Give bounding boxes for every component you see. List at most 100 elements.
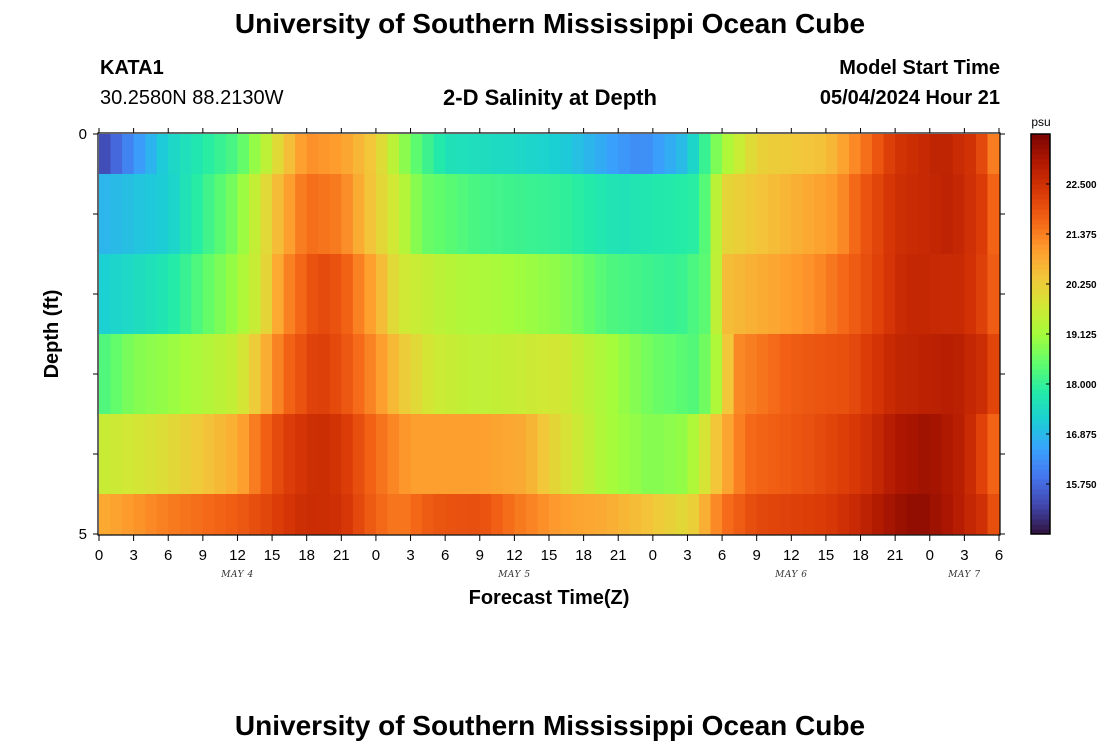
heatmap-cell <box>375 334 389 415</box>
heatmap-cell <box>329 494 342 535</box>
heatmap-cell <box>629 414 642 495</box>
heatmap-cell <box>987 134 1000 175</box>
colorbar-segment <box>1031 439 1050 445</box>
heatmap-cell <box>352 334 365 415</box>
colorbar-segment <box>1031 179 1050 185</box>
colorbar-segment <box>1031 399 1050 405</box>
y-tick-label: 0 <box>79 126 87 143</box>
heatmap-cell <box>975 334 989 415</box>
heatmap-cell <box>560 174 573 255</box>
colorbar-segment <box>1031 149 1050 155</box>
heatmap-cell <box>387 414 400 495</box>
heatmap-cell <box>387 254 400 335</box>
heatmap-cell <box>306 174 319 255</box>
heatmap-cell <box>560 254 573 335</box>
colorbar-segment <box>1031 404 1050 410</box>
colorbar-segment <box>1031 294 1050 300</box>
colorbar-segment <box>1031 494 1050 500</box>
page-title: University of Southern Mississippi Ocean… <box>234 8 866 39</box>
heatmap-cell <box>906 494 919 535</box>
heatmap-cell <box>779 414 792 495</box>
colorbar-segment <box>1031 369 1050 375</box>
heatmap-cell <box>814 334 827 415</box>
heatmap-cell <box>191 254 204 335</box>
colorbar-segment <box>1031 224 1050 230</box>
heatmap-cell <box>479 134 492 175</box>
heatmap-cell <box>514 134 527 175</box>
heatmap-cell <box>410 334 423 415</box>
heatmap-cell <box>802 254 815 335</box>
heatmap-cell <box>606 414 619 495</box>
colorbar-segment <box>1031 489 1050 495</box>
heatmap-cell <box>502 414 515 495</box>
heatmap-cell <box>260 494 273 535</box>
heatmap-cell <box>687 414 700 495</box>
heatmap-cell <box>514 254 527 335</box>
colorbar-segment <box>1031 504 1050 510</box>
heatmap-cell <box>710 414 723 495</box>
x-tick-label: 0 <box>95 547 103 564</box>
heatmap-cell <box>779 174 792 255</box>
heatmap-cell <box>318 334 331 415</box>
heatmap-cell <box>699 494 712 535</box>
heatmap-cell <box>145 134 158 175</box>
x-tick-label: 12 <box>783 547 800 564</box>
heatmap-cell <box>964 334 977 415</box>
heatmap-cell <box>768 174 781 255</box>
heatmap-cell <box>422 334 435 415</box>
heatmap-cell <box>941 494 954 535</box>
heatmap-cell <box>837 174 850 255</box>
heatmap-cell <box>110 174 123 255</box>
heatmap-cell <box>710 174 723 255</box>
heatmap-cell <box>329 414 342 495</box>
x-tick-label: 12 <box>229 547 246 564</box>
heatmap-cell <box>768 254 781 335</box>
heatmap-cell <box>549 254 562 335</box>
heatmap-cell <box>664 494 677 535</box>
heatmap-cell <box>422 414 435 495</box>
heatmap-cell <box>445 134 458 175</box>
x-axis: 0 3 6 9 12 15 18 21 0 3 6 9 12 15 18 21 0 3 6 9 12 15 18 21 0 3 6 <box>95 128 1003 564</box>
footer-title: University of Southern Mississippi Ocean… <box>234 710 866 741</box>
heatmap-cell <box>306 334 319 415</box>
colorbar-segment <box>1031 464 1050 470</box>
heatmap-cell <box>872 254 885 335</box>
colorbar-segment <box>1031 174 1050 180</box>
heatmap-cell <box>756 334 769 415</box>
colorbar-segment <box>1031 219 1050 225</box>
colorbar: 22.500 21.375 20.250 19.125 18.000 16.875 15.7… <box>1030 133 1097 535</box>
heatmap-cell <box>860 174 873 255</box>
colorbar-segment <box>1031 419 1050 425</box>
x-tick-label: 18 <box>575 547 592 564</box>
colorbar-segment <box>1031 529 1050 535</box>
heatmap-cell <box>445 174 458 255</box>
x-tick-label: 0 <box>372 547 380 564</box>
heatmap-cell <box>941 334 954 415</box>
heatmap-cell <box>99 334 112 415</box>
heatmap-cell <box>225 254 239 335</box>
heatmap-cell <box>122 494 135 535</box>
heatmap-cell <box>675 494 689 535</box>
heatmap-cell <box>987 494 1000 535</box>
x-tick-label: 9 <box>199 547 207 564</box>
heatmap-cell <box>618 494 631 535</box>
heatmap-cell <box>237 134 250 175</box>
heatmap-cell <box>756 174 769 255</box>
heatmap-cell <box>225 494 239 535</box>
heatmap-cell <box>929 414 942 495</box>
heatmap-cell <box>364 494 377 535</box>
colorbar-tick-label: 22.500 <box>1066 180 1097 191</box>
colorbar-segment <box>1031 329 1050 335</box>
heatmap-cell <box>975 494 989 535</box>
heatmap-cell <box>652 174 665 255</box>
heatmap-cell <box>364 174 377 255</box>
heatmap-cell <box>272 174 285 255</box>
x-axis-day-label: MAY 5 <box>498 570 531 580</box>
colorbar-segment <box>1031 499 1050 505</box>
x-tick-label: 21 <box>610 547 627 564</box>
colorbar-segment <box>1031 429 1050 435</box>
heatmap-cells <box>99 134 1000 535</box>
heatmap-cell <box>895 334 908 415</box>
heatmap-cell <box>883 334 896 415</box>
heatmap-cell <box>329 334 342 415</box>
